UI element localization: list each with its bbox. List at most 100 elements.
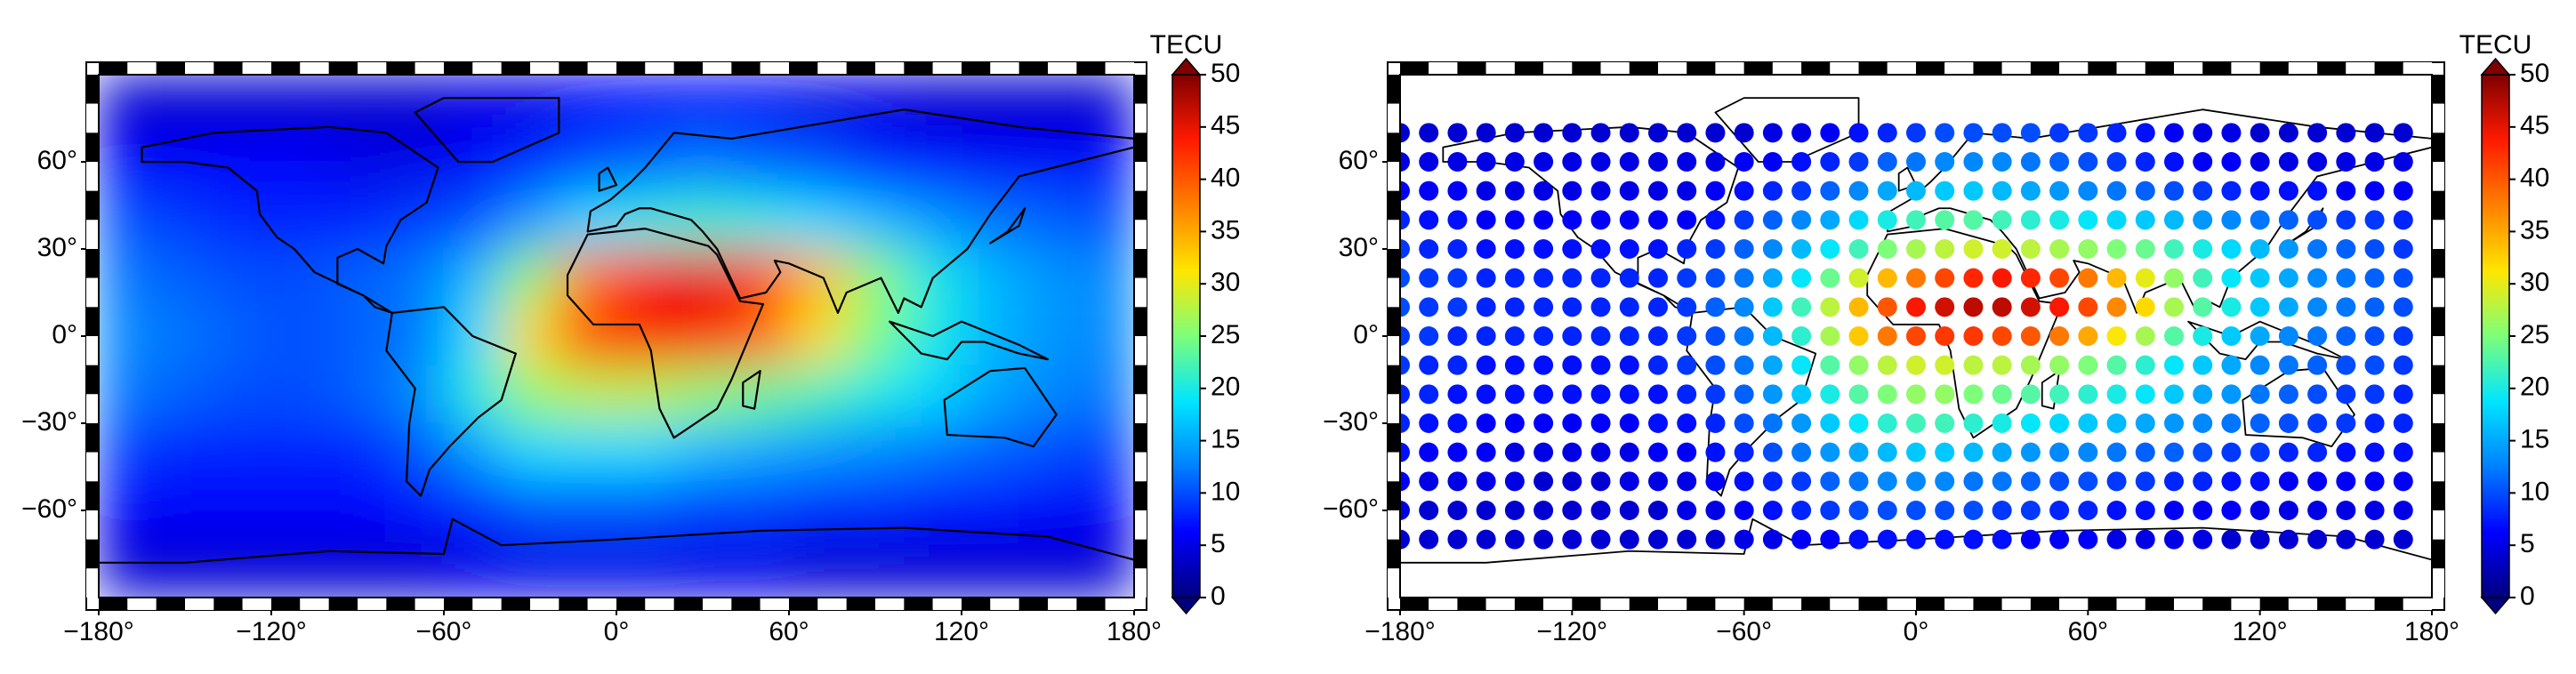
colorbar-tick-label: 30 bbox=[2520, 268, 2549, 297]
tec-dot bbox=[1935, 181, 1955, 201]
heat-cell bbox=[730, 75, 790, 133]
tec-dot bbox=[1820, 442, 1840, 462]
frame-segment bbox=[789, 62, 818, 75]
frame-segment bbox=[2432, 481, 2444, 510]
tec-dot bbox=[2049, 297, 2070, 317]
tec-dot bbox=[1447, 181, 1468, 201]
frame-segment bbox=[1457, 62, 1486, 75]
tec-dot bbox=[2020, 413, 2041, 433]
tec-dot bbox=[2393, 384, 2413, 405]
tec-dot bbox=[2336, 326, 2356, 346]
colorbar-tick-label: 20 bbox=[1211, 373, 1240, 402]
tec-dot bbox=[1590, 268, 1611, 288]
tec-dot bbox=[1791, 152, 1812, 172]
tec-dot bbox=[1534, 210, 1554, 230]
x-tick-label: 0° bbox=[1904, 617, 1929, 646]
tec-dot bbox=[2164, 326, 2184, 346]
tec-dot bbox=[2106, 268, 2127, 288]
colorbar-label: TECU bbox=[2459, 30, 2532, 60]
heat-cell bbox=[99, 75, 157, 133]
frame-segment bbox=[1658, 598, 1687, 610]
frame-segment bbox=[846, 62, 875, 75]
tec-dot bbox=[1447, 123, 1468, 143]
tec-dot bbox=[1963, 501, 1984, 520]
tec-dot bbox=[1677, 501, 1697, 520]
tec-dot bbox=[2078, 355, 2098, 375]
heat-cell bbox=[1018, 132, 1077, 192]
tec-dot bbox=[1705, 501, 1726, 520]
heat-cell bbox=[846, 480, 905, 541]
heat-cell bbox=[961, 539, 1020, 598]
tec-dot bbox=[1705, 181, 1726, 201]
heat-cell bbox=[961, 248, 1020, 308]
tec-dot bbox=[1992, 501, 2012, 520]
tec-dot bbox=[2020, 384, 2041, 405]
tec-dot bbox=[2307, 297, 2328, 317]
frame-segment bbox=[1018, 598, 1048, 610]
tec-dot bbox=[1619, 239, 1639, 259]
tec-dot bbox=[1791, 501, 1812, 520]
tec-dot bbox=[1562, 152, 1582, 172]
tec-dot bbox=[2106, 529, 2127, 550]
heat-cell bbox=[328, 306, 387, 366]
tec-dot bbox=[2164, 152, 2184, 172]
heat-cell bbox=[270, 75, 330, 133]
frame-segment bbox=[1629, 598, 1658, 610]
tec-dot bbox=[2393, 152, 2413, 172]
frame-segment bbox=[2001, 62, 2031, 75]
tec-dot bbox=[1648, 529, 1668, 550]
tec-dot bbox=[2364, 413, 2385, 433]
tec-dot bbox=[1590, 355, 1611, 375]
tec-dot bbox=[2049, 181, 2070, 201]
heat-cell bbox=[385, 306, 445, 366]
tec-dot bbox=[1447, 384, 1468, 405]
heat-cell bbox=[961, 365, 1020, 424]
tec-dot bbox=[1762, 152, 1783, 172]
heat-cell bbox=[788, 365, 848, 424]
heat-cell bbox=[558, 306, 617, 366]
tec-dot bbox=[1906, 413, 1926, 433]
heat-cell bbox=[961, 422, 1020, 482]
tec-dot bbox=[1848, 326, 1869, 346]
x-tick-label: −120° bbox=[236, 617, 307, 646]
tec-dot bbox=[2020, 501, 2041, 520]
heat-cell bbox=[616, 75, 675, 133]
tec-dot bbox=[1820, 529, 1840, 550]
tec-dot bbox=[1447, 210, 1468, 230]
heat-cell bbox=[443, 248, 503, 308]
tec-dot bbox=[1992, 471, 2012, 492]
tec-dot bbox=[2250, 384, 2270, 405]
frame-segment bbox=[932, 598, 962, 610]
tec-dot bbox=[2364, 355, 2385, 375]
frame-segment bbox=[1388, 249, 1400, 278]
heat-cell bbox=[443, 190, 503, 250]
frame-segment bbox=[2432, 277, 2444, 308]
frame-segment bbox=[904, 598, 933, 610]
tec-dot bbox=[1734, 355, 1754, 375]
colorbar-tick-label: 35 bbox=[2520, 215, 2549, 245]
tec-dot bbox=[2336, 123, 2356, 143]
tec-dot bbox=[1419, 181, 1439, 201]
heat-cell bbox=[788, 248, 848, 308]
tec-dot bbox=[1677, 529, 1697, 550]
tec-dot bbox=[2078, 413, 2098, 433]
tec-dot bbox=[1648, 471, 1668, 492]
tec-dot bbox=[1705, 297, 1726, 317]
frame-segment bbox=[1629, 62, 1658, 75]
frame-segment bbox=[1400, 598, 1429, 610]
frame-segment bbox=[328, 598, 358, 610]
tec-dot bbox=[1619, 181, 1639, 201]
tec-dot bbox=[2020, 268, 2041, 288]
tec-dot bbox=[2193, 268, 2213, 288]
tec-dot bbox=[2250, 123, 2270, 143]
x-tick-label: 120° bbox=[934, 617, 989, 646]
tec-dot bbox=[1935, 297, 1955, 317]
heat-cell bbox=[616, 190, 675, 250]
frame-segment bbox=[472, 62, 502, 75]
frame-segment bbox=[2145, 598, 2174, 610]
frame-segment bbox=[1973, 598, 2002, 610]
tec-dot bbox=[2278, 529, 2298, 550]
tec-dot bbox=[1619, 355, 1639, 375]
frame-segment bbox=[1801, 62, 1831, 75]
